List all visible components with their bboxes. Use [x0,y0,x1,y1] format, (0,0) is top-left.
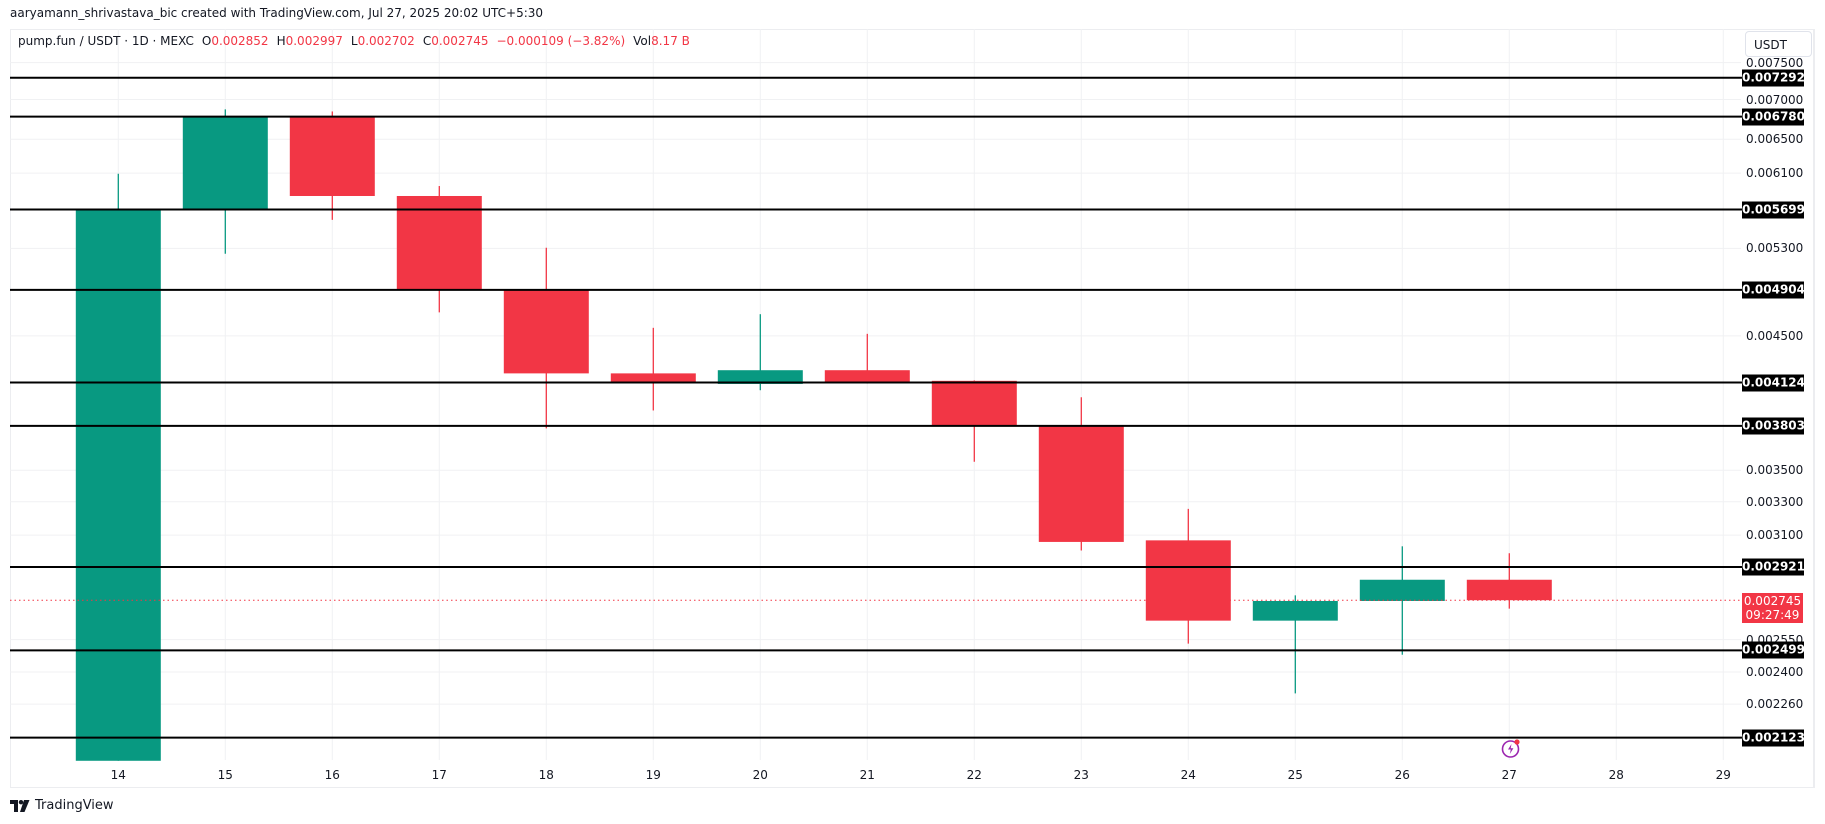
price-axis-divider [1813,29,1814,788]
low-label: L [350,34,358,48]
candle-body-down [289,116,375,196]
date-tick-label: 23 [1073,768,1089,782]
candle-body-down [824,370,910,382]
date-tick-label: 29 [1715,768,1731,782]
date-tick-label: 21 [859,768,875,782]
price-tick-label: 0.007000 [1746,92,1804,107]
date-tick-label: 15 [217,768,233,782]
low-value: 0.002702 [357,34,415,48]
price-tick-label: 0.002400 [1746,665,1804,680]
date-tick-label: 19 [645,768,661,782]
level-price-tag: 0.006780 [1742,108,1806,126]
tradingview-logo-icon [10,799,30,812]
date-tick-label: 25 [1287,768,1303,782]
last-price-value: 0.002745 [1743,594,1802,608]
candle-body-up [1252,600,1338,621]
price-tick-label: 0.002260 [1746,697,1804,712]
tradingview-logo[interactable]: TradingView [10,798,114,813]
price-tick-label: 0.003100 [1746,528,1804,543]
attribution-text: aaryamann_shrivastava_bic created with T… [10,6,544,20]
price-tick-label: 0.006100 [1746,166,1804,181]
close-label: C [422,34,432,48]
bar-countdown: 09:27:49 [1745,608,1800,622]
date-tick-label: 16 [324,768,340,782]
date-tick-label: 22 [966,768,982,782]
chart-frame[interactable] [10,29,1815,788]
candle-body-down [1466,579,1552,601]
level-price-tag: 0.002921 [1742,558,1806,576]
last-price-tag: 0.002745 09:27:49 [1742,593,1803,623]
candle-body-down [503,289,589,374]
level-price-tag: 0.002123 [1742,729,1806,747]
date-tick-label: 27 [1501,768,1517,782]
candle-body-up [1359,579,1445,601]
tradingview-brand: TradingView [35,798,114,813]
level-price-tag: 0.003803 [1742,417,1806,435]
date-tick-label: 28 [1608,768,1624,782]
high-label: H [276,34,286,48]
price-tick-label: 0.007500 [1746,55,1804,70]
date-tick-label: 20 [752,768,768,782]
candle-body-up [75,209,161,761]
currency-selector[interactable]: USDT [1745,31,1812,57]
candle-body-up [182,116,268,210]
level-price-tag: 0.005699 [1742,201,1806,219]
high-value: 0.002997 [285,34,343,48]
close-value: 0.002745 [431,34,489,48]
candle-body-down [610,373,696,384]
lightning-event-icon[interactable] [1500,737,1522,759]
level-price-tag: 0.002499 [1742,641,1806,659]
change-value: −0.000109 (−3.82%) [496,34,626,48]
volume-value: 8.17 B [651,34,690,48]
price-tick-label: 0.004500 [1746,328,1804,343]
level-price-tag: 0.004904 [1742,281,1806,299]
price-tick-label: 0.003300 [1746,494,1804,509]
open-label: O [201,34,212,48]
open-value: 0.002852 [211,34,269,48]
level-price-tag: 0.004124 [1742,374,1806,391]
date-tick-label: 24 [1180,768,1196,782]
date-tick-label: 14 [110,768,126,782]
candle-body-up [717,370,803,384]
volume-label: Vol [633,34,652,48]
symbol-title[interactable]: pump.fun / USDT · 1D · MEXC [18,34,194,48]
candle-body-down [931,380,1017,426]
candle-body-down [1038,425,1124,542]
date-tick-label: 18 [538,768,554,782]
level-price-tag: 0.007292 [1742,69,1806,87]
candle-body-down [1145,540,1231,621]
price-tick-label: 0.003500 [1746,463,1804,478]
date-tick-label: 26 [1394,768,1410,782]
date-tick-label: 17 [431,768,447,782]
candle-body-down [396,195,482,290]
price-tick-label: 0.005300 [1746,241,1804,256]
price-tick-label: 0.006500 [1746,132,1804,147]
